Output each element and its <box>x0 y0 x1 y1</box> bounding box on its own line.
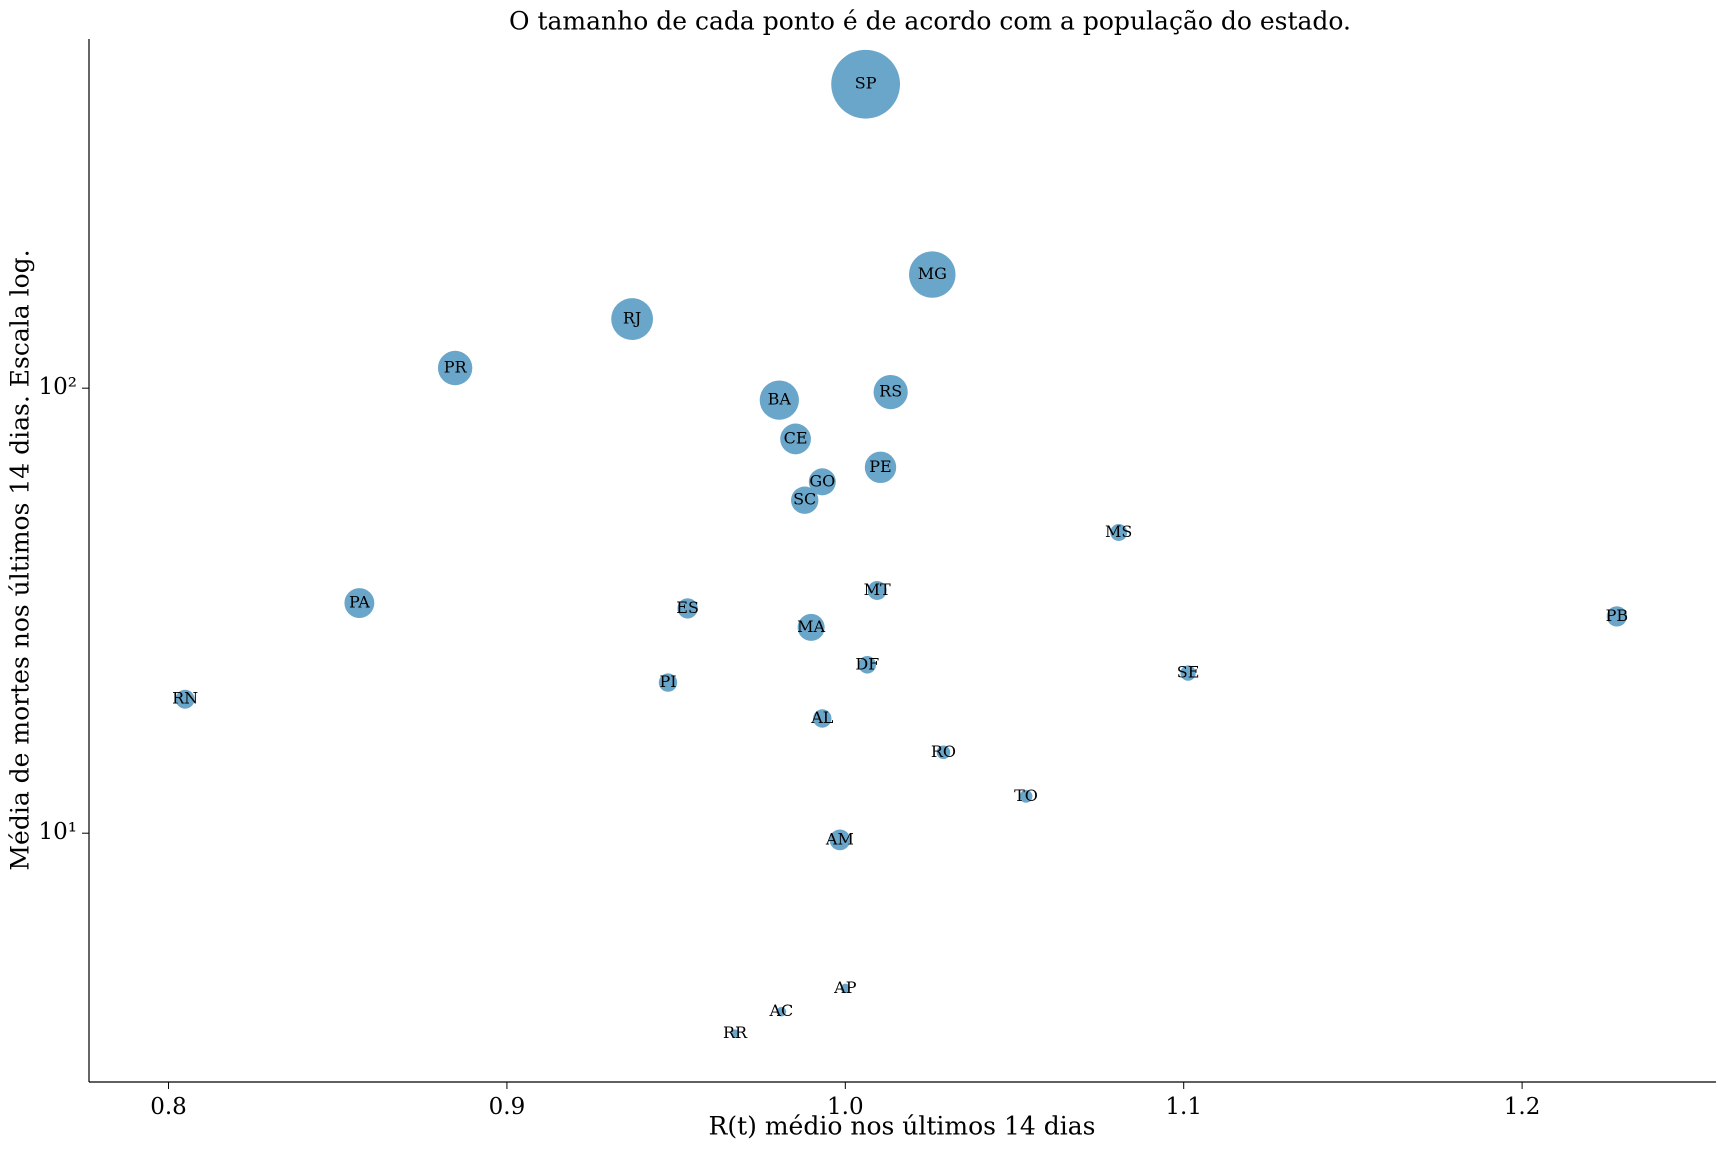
bubble <box>808 468 836 496</box>
bubble <box>759 380 799 420</box>
y-tick-label: 10² <box>39 374 78 400</box>
point-label: SE <box>1177 663 1200 682</box>
point-label: CE <box>784 428 808 447</box>
bubble <box>175 689 195 709</box>
point-label: RS <box>879 382 902 401</box>
point-label: TO <box>1014 786 1038 805</box>
point-label: PI <box>659 672 676 691</box>
x-tick-label: 0.8 <box>150 1094 187 1120</box>
y-tick-label: 10¹ <box>39 819 78 845</box>
point-label: SC <box>793 490 816 509</box>
x-tick-label: 1.2 <box>1504 1094 1541 1120</box>
point-label: PB <box>1606 606 1629 625</box>
point-label: MS <box>1105 522 1132 541</box>
bubble <box>829 829 851 851</box>
x-axis-label: R(t) médio nos últimos 14 dias <box>709 1112 1096 1141</box>
bubble <box>867 581 887 601</box>
point-label: AM <box>825 829 854 848</box>
bubble <box>909 251 956 298</box>
point-label: AC <box>768 1001 793 1020</box>
point-label: AP <box>833 978 857 997</box>
point-label: ES <box>676 598 699 617</box>
bubble <box>1110 523 1128 541</box>
point-label: MG <box>918 264 947 283</box>
bubble <box>677 598 698 619</box>
point-label: MA <box>797 617 825 636</box>
x-tick-label: 1.0 <box>827 1094 864 1120</box>
bubble <box>611 298 654 340</box>
point-label: PA <box>349 593 370 612</box>
chart-title: O tamanho de cada ponto é de acordo com … <box>509 7 1351 36</box>
bubble <box>831 49 901 119</box>
point-label: GO <box>809 471 835 490</box>
y-axis-label: Média de mortes nos últimos 14 dias. Esc… <box>6 249 35 870</box>
bubble <box>1606 606 1627 627</box>
bubble <box>858 656 877 674</box>
point-label: PE <box>869 457 891 476</box>
bubble <box>864 451 897 484</box>
bubble <box>1019 789 1033 803</box>
point-label: DF <box>855 654 879 673</box>
bubble <box>344 588 375 618</box>
bubble <box>797 613 825 641</box>
point-label: SP <box>855 74 877 93</box>
bubble <box>776 1006 787 1017</box>
point-label: RR <box>723 1023 748 1042</box>
point-label: AL <box>810 708 834 727</box>
bubble <box>791 486 819 514</box>
point-label: RO <box>931 742 956 761</box>
bubble <box>936 745 951 760</box>
point-label: RN <box>172 689 198 708</box>
bubble <box>813 709 832 728</box>
x-tick-label: 0.9 <box>489 1094 526 1120</box>
bubble <box>658 673 678 692</box>
bubble <box>437 350 473 386</box>
point-label: MT <box>864 580 891 599</box>
bubble <box>1180 665 1196 681</box>
bubble <box>873 374 908 410</box>
bubble <box>840 983 851 994</box>
point-label: RJ <box>623 309 641 328</box>
bubble <box>780 423 811 455</box>
point-label: BA <box>768 390 792 409</box>
bubble <box>731 1029 739 1038</box>
point-label: PR <box>444 358 468 377</box>
x-tick-label: 1.1 <box>1165 1094 1202 1120</box>
